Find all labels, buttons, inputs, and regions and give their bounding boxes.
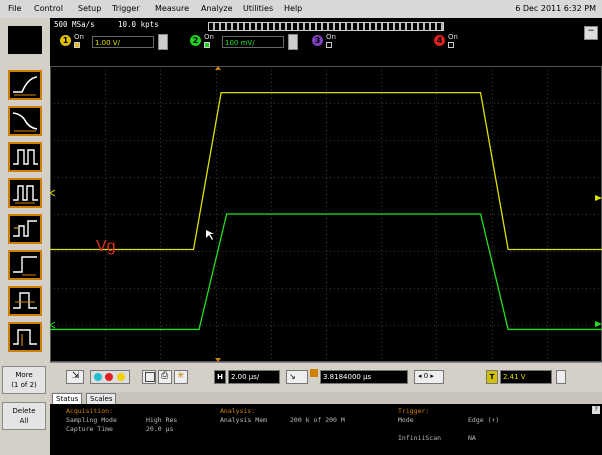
sun-icon: ✳ [177,371,185,381]
channel-3-on-label: On [326,33,336,41]
mouse-cursor-icon [206,230,214,240]
channel-1-waveform [50,91,602,251]
sampling-mode-label: Sampling Mode [66,416,117,424]
date-time: 6 Dec 2011 6:32 PM [515,4,596,13]
channel-1-checkbox[interactable] [74,42,80,48]
channel-4-on-label: On [448,33,458,41]
waveform-display[interactable]: Vg [49,66,602,362]
channel-4-checkbox[interactable] [448,42,454,48]
timeout-trigger-icon[interactable] [8,250,42,280]
rising-edge-trigger-icon[interactable] [8,70,42,100]
channel-2-left-marker [49,321,56,329]
print-button[interactable]: ⎙ [158,370,172,384]
autoscale-button[interactable] [142,370,156,384]
status-panel: Acquisition: Sampling Mode High Res Capt… [50,404,602,455]
trigger-label: T [486,370,498,384]
channel-2-spinner[interactable] [288,34,298,50]
channel-3-badge[interactable]: 3 [312,35,323,46]
infiniiscan-label: InfiniiScan [398,434,442,442]
menu-bar: File Control Setup Trigger Measure Analy… [0,0,602,19]
yellow-dot-icon [117,373,125,381]
timebase-spinner[interactable]: ↘ [286,370,308,384]
waveform-overview-bar[interactable] [208,22,444,31]
sample-rate: 500 MSa/s [54,20,95,29]
menu-control[interactable]: Control [34,4,63,13]
trigger-position-marker-bottom [215,358,221,362]
horizontal-label: H [214,370,226,384]
waveform-graticule [49,66,602,362]
menu-measure[interactable]: Measure [155,4,189,13]
trigger-mode-label: Mode [398,416,414,424]
transition-trigger-icon[interactable] [8,286,42,316]
autoscale-icon [145,372,155,382]
menu-help[interactable]: Help [284,4,303,13]
trigger-title: Trigger: [398,407,430,415]
more-label: More (1 of 2) [11,371,37,389]
menu-file[interactable]: File [8,4,22,13]
channel-3-checkbox[interactable] [326,42,332,48]
cyan-dot-icon [94,373,102,381]
analysis-mem-label: Analysis Mem [220,416,267,424]
delay-marker-icon [310,369,318,377]
delay-nav[interactable]: ◂ 0 ▸ [414,370,444,384]
control-bar: ⇲ ⎙ ✳ H 2.00 µs/ ↘ 3.8184000 µs ◂ 0 ▸ T … [50,362,602,393]
channel-1-spinner[interactable] [158,34,168,50]
vg-annotation: Vg [96,238,116,255]
glitch-trigger-icon[interactable] [8,178,42,208]
adjust-icon: ↘ [289,372,296,381]
runt-trigger-icon[interactable] [8,214,42,244]
channel-strip: 500 MSa/s 10.0 kpts − 1 On 1.00 V/ 2 On … [50,18,602,66]
menu-utilities[interactable]: Utilities [243,4,274,13]
analysis-mem-value: 200 k of 200 M [290,416,345,424]
setup-hold-trigger-icon[interactable] [8,322,42,352]
capture-time-label: Capture Time [66,425,113,433]
capture-time-value: 20.0 µs [146,425,174,433]
sampling-mode-value: High Res [146,416,178,424]
record-length: 10.0 kpts [118,20,159,29]
menu-trigger[interactable]: Trigger [112,4,140,13]
channel-1-on-label: On [74,33,84,41]
channel-2-on-label: On [204,33,214,41]
channel-4-badge[interactable]: 4 [434,35,445,46]
trigger-level-value[interactable]: 2.41 V [500,370,552,384]
channel-colors-button[interactable] [90,370,130,384]
timebase-value[interactable]: 2.00 µs/ [228,370,280,384]
acquisition-info: 500 MSa/s 10.0 kpts [50,20,602,32]
trigger-level-spinner[interactable] [556,370,566,384]
menu-setup[interactable]: Setup [78,4,102,13]
minimize-button[interactable]: − [584,26,598,40]
channel-1-badge[interactable]: 1 [60,35,71,46]
clear-display-button[interactable]: ✳ [174,370,188,384]
channel-2-waveform [50,213,602,331]
delete-all-button[interactable]: Delete All [2,402,46,430]
red-dot-icon [105,373,113,381]
delete-all-label: Delete All [12,407,36,425]
trigger-position-marker [215,66,221,70]
analysis-title: Analysis: [220,407,256,415]
falling-edge-trigger-icon[interactable] [8,106,42,136]
more-button[interactable]: More (1 of 2) [2,366,46,394]
info-tabs: Status Scales [50,392,602,405]
tab-status[interactable]: Status [52,393,83,405]
channel-2-ground-marker [595,321,602,327]
channel-1-left-marker [49,189,56,197]
channel-2-scale[interactable]: 100 mV/ [222,36,284,48]
toolbar-top-blank [8,26,42,54]
acquisition-title: Acquisition: [66,407,113,415]
cursor-tool-button[interactable]: ⇲ [66,370,84,384]
status-help-icon[interactable]: ? [592,406,600,414]
left-toolbar: More (1 of 2) Delete All [0,18,51,455]
channel-2-checkbox[interactable] [204,42,210,48]
channel-1-ground-marker [595,195,602,201]
channel-2-badge[interactable]: 2 [190,35,201,46]
pulse-width-trigger-icon[interactable] [8,142,42,172]
infiniiscan-value: NA [468,434,476,442]
trigger-mode-value: Edge (↑) [468,416,500,424]
cursor-icon: ⇲ [72,371,80,381]
delay-value[interactable]: 3.8184000 µs [320,370,408,384]
delay-nav-arrows-icon: ◂ 0 ▸ [418,372,434,380]
channel-1-scale[interactable]: 1.00 V/ [92,36,154,48]
menu-analyze[interactable]: Analyze [201,4,233,13]
print-icon: ⎙ [161,371,169,381]
